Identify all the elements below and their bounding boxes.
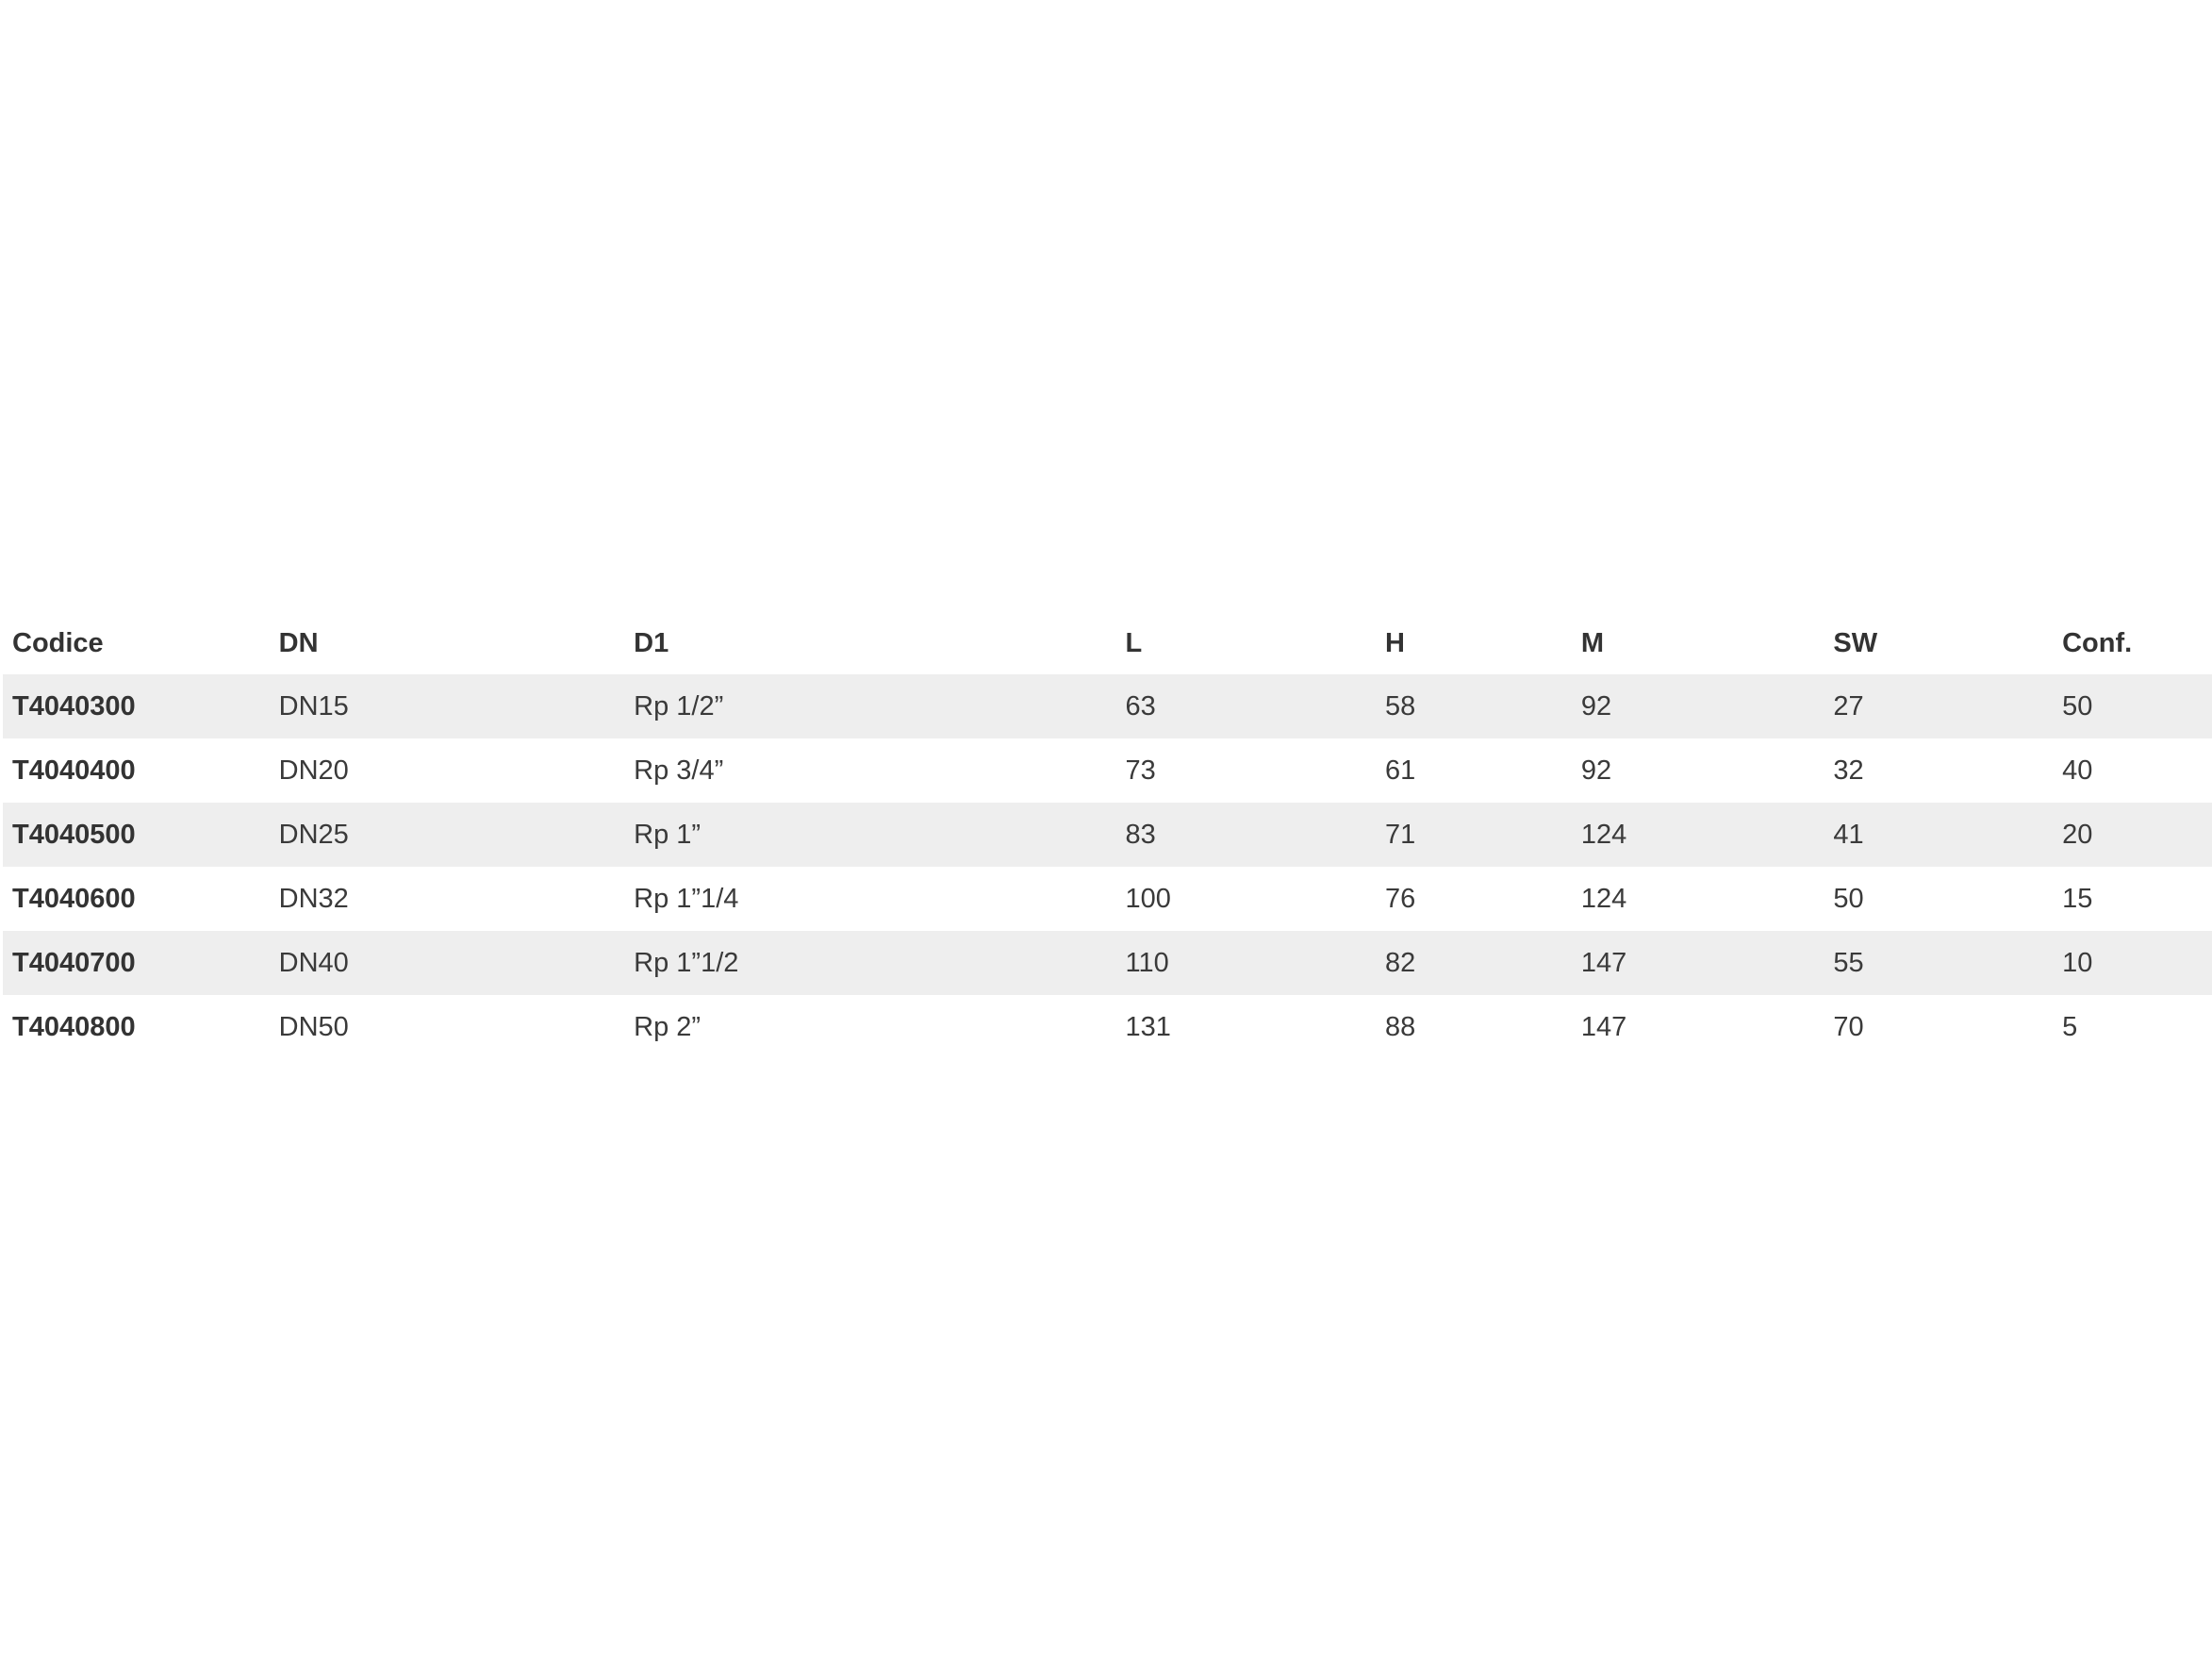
cell-h: 58 xyxy=(1385,690,1416,722)
cell-d1: Rp 1”1/2 xyxy=(634,947,739,978)
cell-d1: Rp 2” xyxy=(634,1011,702,1042)
cell-dn: DN40 xyxy=(278,947,349,978)
cell-l: 63 xyxy=(1125,690,1156,722)
cell-m: 124 xyxy=(1580,883,1627,914)
cell-sw: 27 xyxy=(1833,690,1864,722)
table-header-row: Codice DN D1 L H M SW Conf. xyxy=(3,613,2212,674)
cell-h: 88 xyxy=(1385,1011,1416,1042)
cell-l: 131 xyxy=(1125,1011,1171,1042)
cell-h: 76 xyxy=(1385,883,1416,914)
column-header-codice: Codice xyxy=(12,628,104,658)
cell-d1: Rp 1” xyxy=(634,819,702,850)
product-spec-table: Codice DN D1 L H M SW Conf. T4040300 DN1… xyxy=(3,613,2212,1059)
cell-dn: DN20 xyxy=(278,755,349,786)
cell-sw: 32 xyxy=(1833,755,1864,786)
cell-l: 100 xyxy=(1125,883,1171,914)
table-row: T4040400 DN20 Rp 3/4” 73 61 92 32 40 xyxy=(3,738,2212,803)
column-header-m: M xyxy=(1580,628,1604,658)
cell-codice: T4040300 xyxy=(12,690,136,722)
cell-codice: T4040400 xyxy=(12,755,136,786)
cell-l: 73 xyxy=(1125,755,1156,786)
cell-l: 83 xyxy=(1125,819,1156,850)
cell-d1: Rp 1/2” xyxy=(634,690,724,722)
cell-m: 92 xyxy=(1580,690,1612,722)
cell-m: 124 xyxy=(1580,819,1627,850)
cell-codice: T4040800 xyxy=(12,1011,136,1042)
cell-d1: Rp 3/4” xyxy=(634,755,724,786)
table-row: T4040300 DN15 Rp 1/2” 63 58 92 27 50 xyxy=(3,674,2212,738)
cell-conf: 40 xyxy=(2062,755,2093,786)
column-header-dn: DN xyxy=(278,628,319,658)
table-row: T4040500 DN25 Rp 1” 83 71 124 41 20 xyxy=(3,803,2212,867)
cell-h: 71 xyxy=(1385,819,1416,850)
cell-sw: 55 xyxy=(1833,947,1864,978)
cell-conf: 50 xyxy=(2062,690,2093,722)
cell-h: 82 xyxy=(1385,947,1416,978)
cell-m: 92 xyxy=(1580,755,1612,786)
cell-m: 147 xyxy=(1580,947,1627,978)
cell-dn: DN50 xyxy=(278,1011,349,1042)
column-header-d1: D1 xyxy=(634,628,669,658)
cell-d1: Rp 1”1/4 xyxy=(634,883,739,914)
column-header-l: L xyxy=(1125,628,1143,658)
cell-codice: T4040600 xyxy=(12,883,136,914)
cell-codice: T4040500 xyxy=(12,819,136,850)
cell-conf: 5 xyxy=(2062,1011,2078,1042)
cell-h: 61 xyxy=(1385,755,1416,786)
cell-dn: DN15 xyxy=(278,690,349,722)
cell-l: 110 xyxy=(1125,947,1169,978)
table-row: T4040800 DN50 Rp 2” 131 88 147 70 5 xyxy=(3,995,2212,1059)
cell-sw: 70 xyxy=(1833,1011,1864,1042)
cell-sw: 50 xyxy=(1833,883,1864,914)
cell-conf: 10 xyxy=(2062,947,2093,978)
cell-codice: T4040700 xyxy=(12,947,136,978)
cell-m: 147 xyxy=(1580,1011,1627,1042)
table-row: T4040600 DN32 Rp 1”1/4 100 76 124 50 15 xyxy=(3,867,2212,931)
column-header-conf: Conf. xyxy=(2062,628,2133,658)
column-header-sw: SW xyxy=(1833,628,1878,658)
column-header-h: H xyxy=(1385,628,1405,658)
cell-conf: 20 xyxy=(2062,819,2093,850)
cell-conf: 15 xyxy=(2062,883,2093,914)
product-spec-table-section: Codice DN D1 L H M SW Conf. T4040300 DN1… xyxy=(3,613,2212,1059)
table-row: T4040700 DN40 Rp 1”1/2 110 82 147 55 10 xyxy=(3,931,2212,995)
cell-sw: 41 xyxy=(1833,819,1864,850)
cell-dn: DN25 xyxy=(278,819,349,850)
cell-dn: DN32 xyxy=(278,883,349,914)
